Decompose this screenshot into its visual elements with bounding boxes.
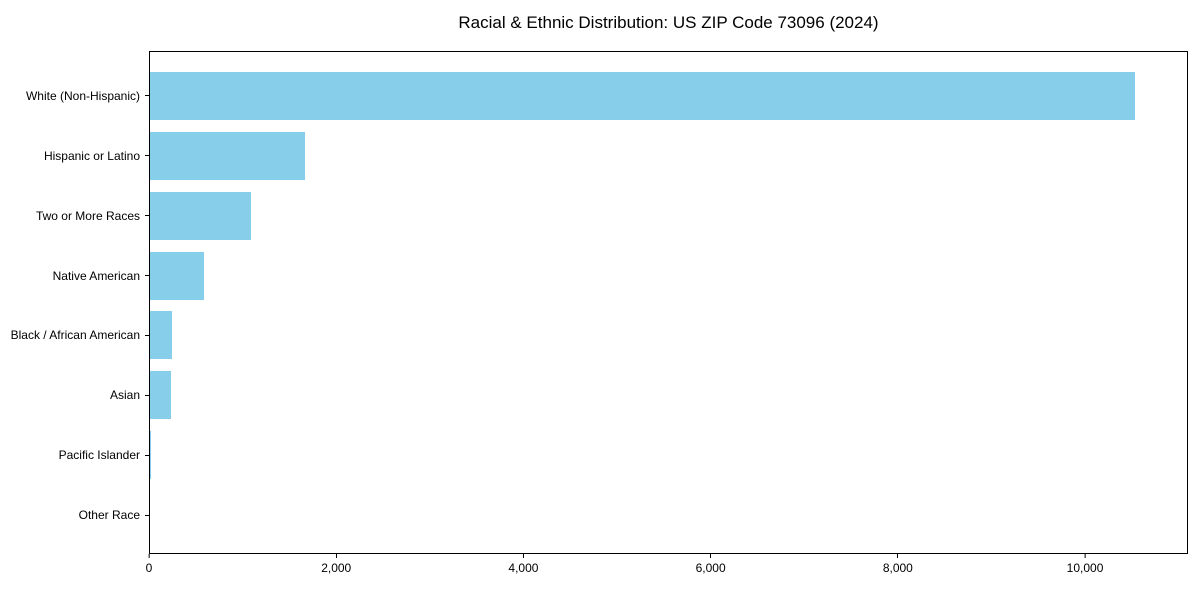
x-tick-mark — [522, 554, 524, 558]
chart-title: Racial & Ethnic Distribution: US ZIP Cod… — [458, 13, 879, 32]
x-tick-mark — [335, 554, 337, 558]
y-tick-row — [145, 246, 149, 306]
bar-row — [150, 365, 1187, 425]
bar — [150, 191, 251, 240]
bar — [150, 131, 305, 180]
y-tick-mark — [145, 334, 149, 336]
y-axis-label: Pacific Islander — [58, 448, 140, 463]
y-axis-label: Asian — [109, 388, 140, 403]
plot-area — [149, 51, 1188, 554]
y-tick-mark — [145, 514, 149, 516]
bar-row — [150, 306, 1187, 366]
y-axis-ticks — [145, 52, 149, 553]
bar-row — [150, 126, 1187, 186]
y-tick-mark — [145, 394, 149, 396]
x-tick: 4,000 — [508, 554, 538, 575]
y-tick-row — [145, 306, 149, 366]
x-tick-mark — [710, 554, 712, 558]
bar-row — [150, 425, 1187, 485]
y-tick-mark — [145, 275, 149, 277]
y-tick-row — [145, 485, 149, 545]
bar — [150, 251, 205, 300]
x-tick-mark — [1084, 554, 1086, 558]
x-axis: 0 2,000 4,000 6,000 8,000 10,000 — [145, 554, 1188, 584]
x-tick-mark — [897, 554, 899, 558]
x-tick-label: 4,000 — [508, 561, 539, 575]
bar — [150, 311, 172, 360]
y-tick-mark — [145, 95, 149, 97]
x-tick: 8,000 — [883, 554, 913, 575]
x-tick-mark — [148, 554, 150, 558]
y-tick-row — [145, 126, 149, 186]
y-tick-row — [145, 66, 149, 126]
bar-rows — [150, 52, 1187, 553]
bar — [150, 71, 1135, 120]
y-axis-labels: White (Non-Hispanic) Hispanic or Latino Tw… — [0, 52, 140, 553]
y-axis-label: White (Non-Hispanic) — [25, 88, 140, 103]
x-tick-label: 0 — [145, 561, 153, 575]
y-tick-row — [145, 186, 149, 246]
y-tick-mark — [145, 454, 149, 456]
bar-row — [150, 485, 1187, 545]
y-tick-mark — [145, 215, 149, 217]
y-tick-row — [145, 425, 149, 485]
y-axis-label: Black / African American — [10, 328, 140, 343]
bar-row — [150, 186, 1187, 246]
y-tick-row — [145, 365, 149, 425]
y-axis-label: Hispanic or Latino — [43, 148, 140, 163]
y-axis-label: Native American — [52, 268, 140, 283]
bar — [150, 431, 151, 480]
y-tick-mark — [145, 155, 149, 157]
x-tick-label: 6,000 — [695, 561, 726, 575]
bar-row — [150, 246, 1187, 306]
x-tick-label: 8,000 — [882, 561, 913, 575]
y-axis-label: Other Race — [78, 508, 140, 523]
x-tick: 2,000 — [321, 554, 351, 575]
x-tick-label: 2,000 — [321, 561, 352, 575]
bar — [150, 371, 172, 420]
bar-row — [150, 66, 1187, 126]
y-axis-label: Two or More Races — [35, 208, 140, 223]
x-tick: 6,000 — [696, 554, 726, 575]
x-tick-label: 10,000 — [1066, 561, 1104, 575]
x-tick: 10,000 — [1066, 554, 1104, 575]
x-tick: 0 — [145, 554, 153, 575]
